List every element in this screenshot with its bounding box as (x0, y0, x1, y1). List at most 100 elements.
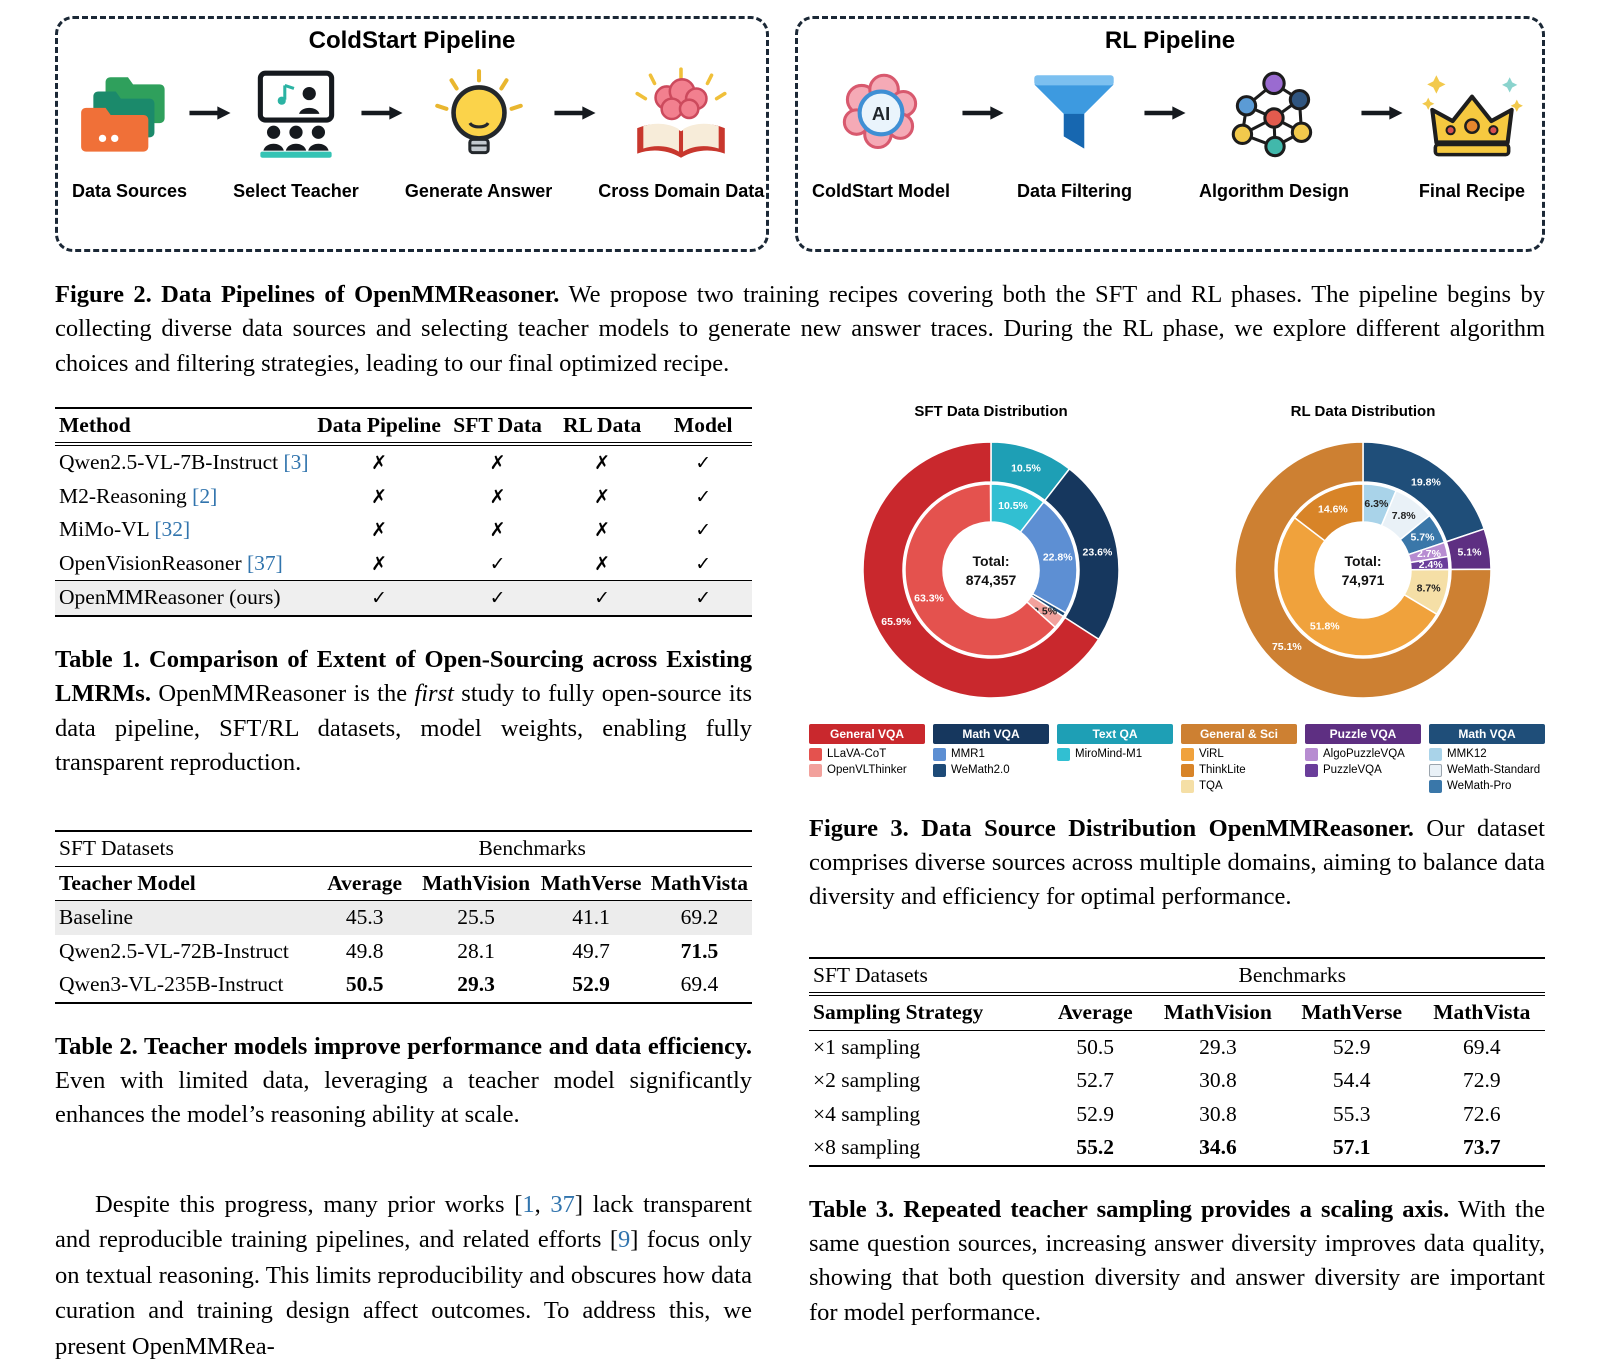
legend-item: MMK12 (1429, 747, 1545, 761)
rl-pipeline-box: RL Pipeline AI ColdStart Model (795, 16, 1545, 252)
segment-percent-label: 14.6% (1318, 503, 1348, 515)
cell: 73.7 (1462, 1135, 1501, 1160)
col-header-teacher-model: Teacher Model (59, 870, 196, 895)
citation-link[interactable]: 9 (618, 1226, 631, 1254)
cell: ✓ (695, 485, 712, 508)
legend-swatch (1429, 779, 1442, 793)
stage-label: Select Teacher (233, 181, 359, 201)
citation-link[interactable]: [3] (283, 450, 309, 475)
cell: 52.7 (1076, 1068, 1115, 1093)
stage-label: Data Filtering (1016, 181, 1132, 201)
legend-swatch (933, 747, 946, 761)
legend-item: WeMath2.0 (933, 763, 1049, 777)
stage-label: Cross Domain Data (598, 181, 765, 201)
cell: 55.2 (1076, 1135, 1115, 1160)
legend-swatch (809, 763, 822, 777)
legend-item: LLaVA-CoT (809, 747, 925, 761)
rl-chart-legend: General & Sci ViRL ThinkLite TQA Puzzle VQA A… (1181, 723, 1545, 796)
figure3-caption-text: Our dataset comprises diverse sources ac… (809, 814, 1545, 911)
legend-label: WeMath-Standard (1447, 764, 1541, 777)
table2-caption-lead: Table 2. Teacher models improve performa… (55, 1032, 752, 1060)
citation-link[interactable]: [32] (154, 517, 191, 542)
legend-item: OpenVLThinker (809, 763, 925, 777)
table-row: OpenVisionReasoner [37] ✗ ✓ ✗ ✓ (55, 547, 752, 581)
paragraph-text: ] focus only on textual reasoning. This … (55, 1226, 752, 1360)
legend-label: OpenVLThinker (827, 764, 907, 777)
table-row: Qwen3-VL-235B-Instruct 50.5 29.3 52.9 69… (55, 968, 752, 1003)
segment-percent-label: 19.8% (1411, 477, 1441, 489)
col-header-method: Method (59, 412, 131, 437)
cell: 29.3 (457, 972, 495, 997)
cell: 55.3 (1332, 1101, 1371, 1126)
col-header-sft-data: SFT Data (453, 412, 542, 437)
segment-percent-label: 5.1% (1458, 546, 1483, 558)
stage-final-recipe: Final Recipe (1416, 57, 1528, 202)
legend-label: ViRL (1199, 748, 1224, 761)
table1-caption-lead: Table 1. Comparison of Extent of Open-So… (55, 645, 752, 708)
cell: 45.3 (345, 905, 384, 930)
coldstart-pipeline-title: ColdStart Pipeline (308, 27, 516, 54)
legend-label: TQA (1199, 780, 1223, 793)
col-header-rl-data: RL Data (562, 412, 642, 437)
cell: ✗ (594, 552, 611, 575)
arrow-icon (554, 105, 596, 120)
cell: 34.6 (1199, 1135, 1237, 1160)
figure3-caption-lead: Figure 3. Data Source Distribution OpenM… (809, 814, 1414, 842)
table2-header-row: Teacher Model Average MathVision MathVer… (55, 866, 752, 901)
cell: ✗ (489, 485, 506, 508)
legend-label: PuzzleVQA (1323, 764, 1382, 777)
segment-percent-label: 10.5% (1011, 462, 1041, 474)
cell: 49.7 (572, 938, 610, 963)
table-row: ×1 sampling 50.5 29.3 52.9 69.4 (809, 1030, 1545, 1064)
citation-link[interactable]: 37 (550, 1190, 575, 1218)
citation-link[interactable]: [2] (192, 483, 218, 508)
donut-segment-general-sci (1234, 441, 1492, 699)
cell: 69.4 (1462, 1034, 1501, 1059)
segment-percent-label: 8.7% (1417, 582, 1442, 594)
citation-link[interactable]: 1 (522, 1190, 535, 1218)
legend-header: Puzzle VQA (1305, 723, 1421, 744)
rl-donut-chart: 19.8% 5.1% 75.1% 6.3%7.8% 5.7% 2.7%2.4% 8.7% 51… (1234, 441, 1492, 699)
group-header-benchmarks: Benchmarks (478, 836, 586, 861)
method-cell: MiMo-VL [32] (55, 513, 313, 547)
stage-select-teacher: Select Teacher (233, 57, 359, 202)
rl-pipeline-title: RL Pipeline (1104, 27, 1236, 54)
table2-caption-text: Even with limited data, leveraging a tea… (55, 1067, 752, 1129)
stage-label: Data Sources (72, 181, 188, 201)
cell: 25.5 (457, 905, 495, 930)
cell: 41.1 (572, 905, 610, 930)
table-row: M2-Reasoning [2] ✗ ✗ ✗ ✓ (55, 480, 752, 514)
group-header-benchmarks: Benchmarks (1238, 962, 1346, 987)
table1-header-row: Method Data Pipeline SFT Data RL Data Mo… (55, 408, 752, 445)
cell: 69.2 (680, 905, 719, 930)
stage-label: ColdStart Model (812, 181, 950, 201)
legend-swatch (1305, 763, 1318, 777)
paragraph-text: ] lack transparent and reproducible trai… (55, 1190, 752, 1254)
donut-center-label: Total: (972, 553, 1009, 569)
cell: 72.9 (1462, 1068, 1501, 1093)
legend-group-math-vqa: Math VQA MMR1 WeMath2.0 (933, 723, 1049, 780)
table-row: ×4 sampling 52.9 30.8 55.3 72.6 (809, 1098, 1545, 1132)
arrow-icon (962, 105, 1005, 120)
legend-swatch (1305, 747, 1318, 761)
table1-caption-emph: first (414, 680, 454, 708)
table-row: ×8 sampling 55.2 34.6 57.1 73.7 (809, 1131, 1545, 1166)
table1: Method Data Pipeline SFT Data RL Data Mo… (55, 406, 752, 617)
cell: 54.4 (1332, 1068, 1371, 1093)
figure2-caption-text: We propose two training recipes covering… (55, 281, 1546, 377)
col-header-mathvision: MathVision (1163, 1000, 1272, 1025)
cell: ✓ (695, 452, 712, 474)
donut-center-value: 874,357 (966, 572, 1017, 588)
citation-link[interactable]: [37] (247, 550, 283, 575)
table3: SFT Datasets Benchmarks Sampling Strateg… (809, 956, 1545, 1167)
table-row-ours: OpenMMReasoner (ours) ✓ ✓ ✓ ✓ (55, 580, 752, 616)
cell: ✓ (695, 587, 712, 610)
cell: ✗ (371, 485, 388, 508)
col-header-mathvision: MathVision (422, 870, 531, 895)
stage-generate-answer: Generate Answer (405, 57, 552, 202)
cell: 72.6 (1462, 1101, 1501, 1126)
rl-distribution-chart: RL Data Distribution 19.8% 5.1% 75.1% 6.3% 7… (1181, 403, 1545, 796)
segment-percent-label: 75.1% (1272, 641, 1302, 653)
table3-caption-lead: Table 3. Repeated teacher sampling provi… (809, 1195, 1450, 1223)
